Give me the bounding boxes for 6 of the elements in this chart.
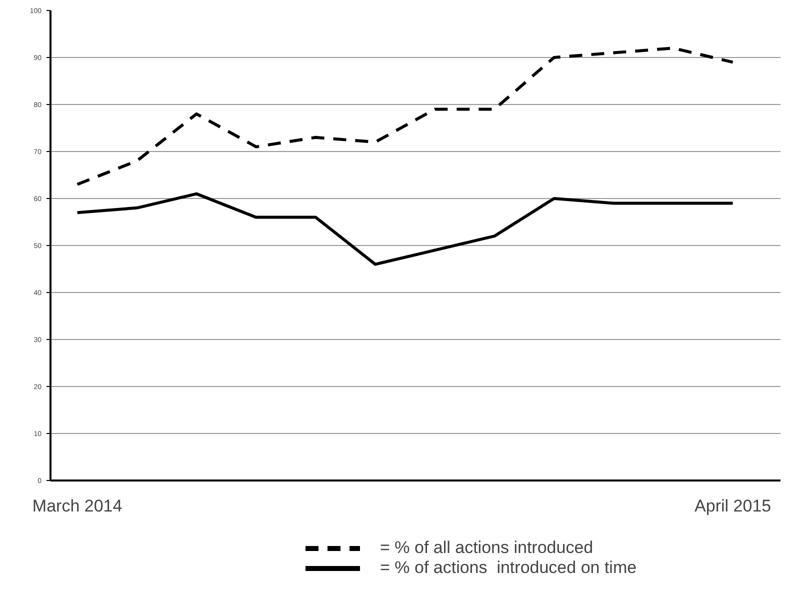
x-tick-label: April 2015 (694, 496, 772, 516)
legend-label: = % of actions introduced on time (380, 558, 637, 578)
line-series (76, 192, 734, 266)
line-series (76, 46, 734, 186)
x-tick-label: March 2014 (32, 496, 122, 516)
legend-label: = % of all actions introduced (380, 538, 594, 558)
